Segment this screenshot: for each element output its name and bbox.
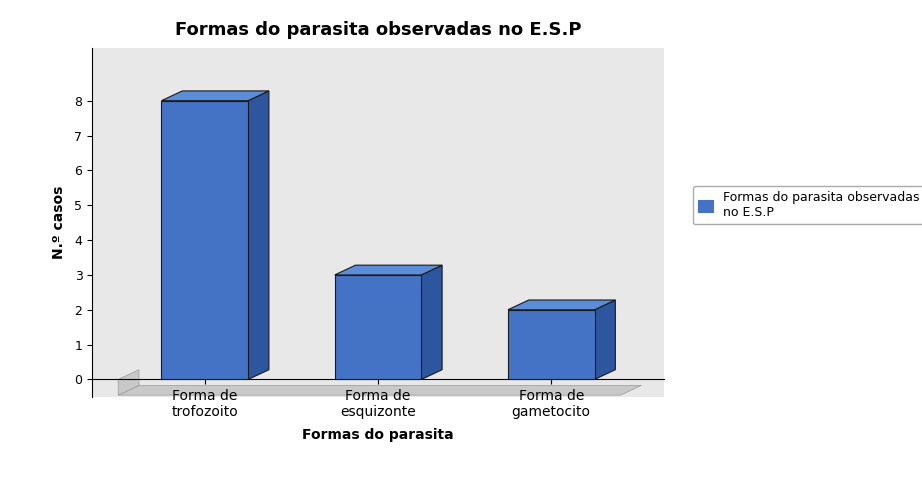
Polygon shape: [248, 91, 269, 379]
Bar: [335, 275, 421, 379]
X-axis label: Formas do parasita: Formas do parasita: [302, 428, 454, 442]
Bar: [508, 310, 595, 379]
Polygon shape: [335, 265, 443, 275]
Polygon shape: [118, 385, 642, 395]
Polygon shape: [421, 265, 443, 379]
Y-axis label: N.º casos: N.º casos: [53, 186, 66, 259]
Polygon shape: [595, 300, 615, 379]
Bar: [161, 101, 248, 379]
Polygon shape: [118, 370, 139, 395]
Polygon shape: [508, 300, 615, 310]
Title: Formas do parasita observadas no E.S.P: Formas do parasita observadas no E.S.P: [175, 20, 581, 39]
Legend: Formas do parasita observadas
no E.S.P: Formas do parasita observadas no E.S.P: [693, 186, 922, 224]
Polygon shape: [161, 91, 269, 101]
